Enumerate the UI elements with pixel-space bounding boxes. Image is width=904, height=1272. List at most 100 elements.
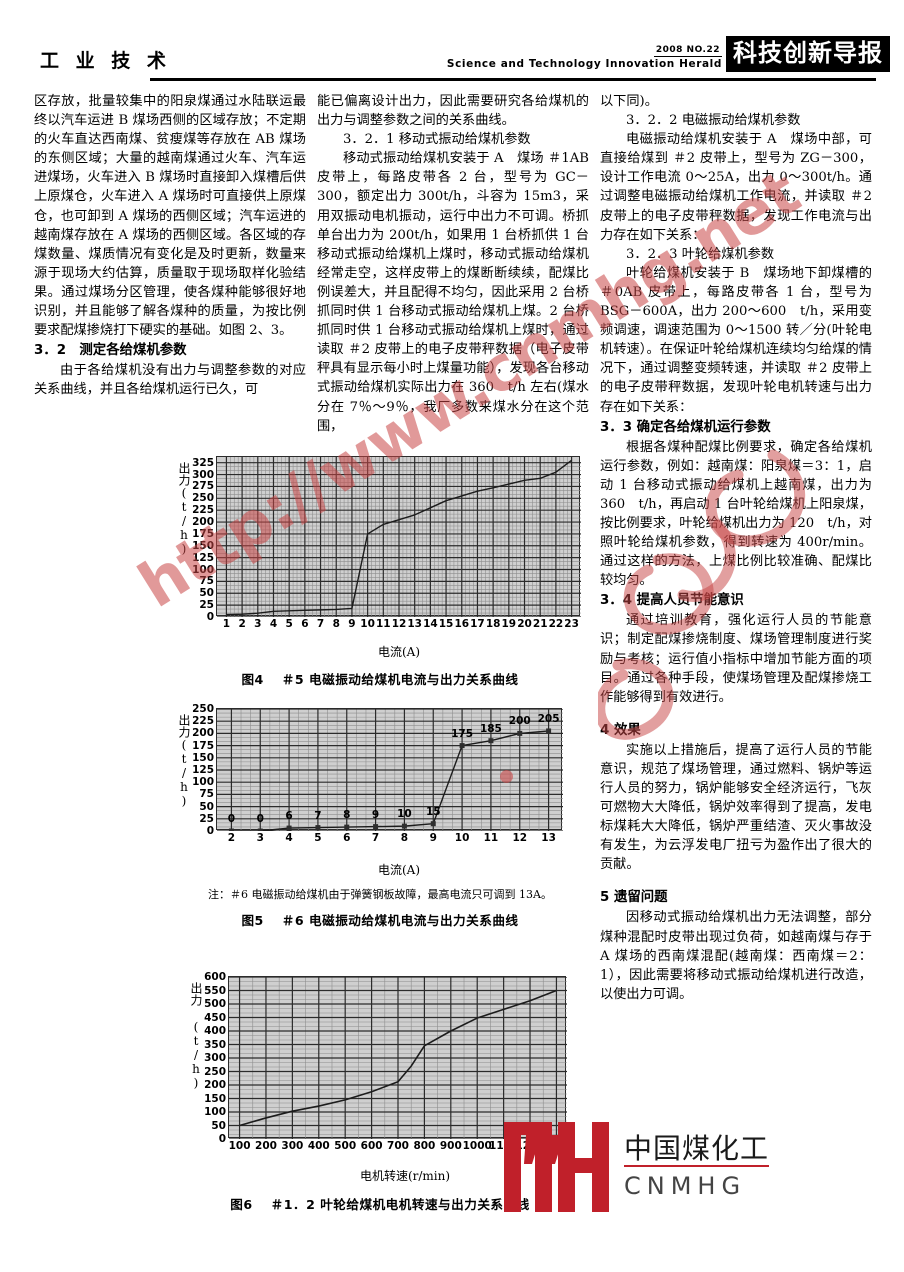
fig5-box-data-point [488,738,494,744]
fig4-box-xtick: 5 [285,618,293,630]
figure-6-xlabel: 电机转速(r/min) [359,1169,451,1183]
figure-5-caption: 图5 ＃6 电磁振动给煤机电流与出力关系曲线 [241,913,519,928]
fig5-box-xtick: 11 [483,832,499,844]
fig4-box-xtick: 16 [454,618,470,630]
journal-title-cn: 科技创新导报 [726,36,890,72]
fig4-box-xtick: 2 [238,618,246,630]
fig4-box-xtick: 9 [348,618,356,630]
fig6-box-ytick: 0 [218,1133,226,1145]
fig5-box-data-point [517,730,523,736]
fig5-box-data-point [430,821,436,827]
logo-text-en: CNMHG [624,1172,747,1201]
fig5-box-data-point [286,825,292,831]
fig5-box-point-label: 8 [343,809,351,822]
issue-number: 2008 NO.22 [653,45,722,57]
fig6-box-ylabel: 出力 (t/h) [189,982,203,1090]
subsection-heading: 3．2．1 移动式振动给煤机参数 [343,132,531,148]
fig4-box-xtick: 3 [254,618,262,630]
fig5-box-data-point [344,824,350,830]
fig6-box-series-line [239,989,557,1127]
fig5-box-xtick: 12 [512,832,528,844]
fig4-box-xtick: 19 [501,618,517,630]
fig6-box-plot-area: 0 50 100 150 200 250 300 350 400 450 500 550 600 100 2… [204,971,571,1152]
fig5-box-point-label: 6 [285,810,293,823]
logo-text-cn: 中国煤化工 [624,1133,770,1168]
fig6-box-ytick: 450 [204,1011,226,1024]
fig5-box-ytick: 125 [192,764,214,776]
fig5-box-ylabel: 出力(t/h) [177,714,191,808]
fig4-box-xtick: 6 [301,618,309,630]
fig6-box-ytick: 500 [204,998,226,1010]
fig5-box-series-line [231,730,549,831]
fig4-box-ytick: 175 [192,527,214,540]
fig4-box-ytick: 225 [192,504,214,517]
fig6-box-xtick: 900 [439,1140,462,1152]
fig4-box-ytick: 50 [199,587,214,600]
fig4-box-ytick: 325 [192,456,214,469]
fig4-box-xtick: 21 [532,618,548,630]
page-header: 工 业 技 术 2008 NO.22 Science and Technolog… [0,0,904,90]
fig5-box-data-point [401,823,407,829]
fig5-box-data-point [315,825,321,831]
figure-5: 出力(t/h) 0 25 50 75 100 125 150 175 200 225 250 2 3 4 5 6… [168,700,592,929]
fig5-box-point-label: 175 [451,727,474,740]
body-paragraph: 以下同)。 [600,94,658,109]
fig5-box-ytick: 250 [192,703,214,715]
fig6-box-grid [229,977,567,1139]
fig5-box-ytick: 25 [199,812,214,825]
fig5-box-point-label: 0 [227,813,236,825]
body-paragraph: 电磁振动给煤机安装于 A 煤场中部，可直接给煤到 ＃2 皮带上，型号为 ZG－3… [600,132,872,243]
figure-4: 出力(t/h) 0 25 50 75 100 125 150 175 200 225 250 275 30… [168,452,592,688]
fig5-box-ytick: 75 [199,788,214,801]
fig6-box-xtick: 200 [255,1140,277,1152]
fig5-box-xtick: 10 [454,832,470,844]
fig4-box-xtick: 11 [375,618,391,630]
paragraph-gap [600,707,872,720]
body-paragraph: 由于各给煤机没有出力与调整参数的对应关系曲线，并且各给煤机运行已久，可 [34,363,306,398]
header-rule [150,78,876,81]
fig6-box-xtick: 400 [307,1140,330,1152]
fig4-box-xtick: 13 [407,618,422,630]
body-paragraph: 因移动式振动给煤机出力无法调整，部分煤种混配时皮带出现过负荷，如越南煤与存于 A… [600,910,872,1002]
fig6-box-ytick: 250 [204,1065,226,1078]
fig5-box-ytick: 200 [192,727,214,740]
fig5-box-xtick: 5 [314,832,322,844]
fig6-box-xtick: 600 [360,1140,383,1152]
fig5-box-xtick: 3 [256,832,264,844]
fig4-box-ytick: 125 [192,551,214,564]
fig5-box-data-point [373,824,379,830]
fig6-box-ytick: 600 [204,971,226,983]
fig5-box-ytick: 100 [192,776,214,789]
fig6-box-xtick: 100 [228,1140,251,1152]
fig5-box-data-point [257,828,263,831]
fig4-box-xtick: 22 [548,618,564,630]
fig5-box-ytick: 175 [192,739,214,752]
fig5-box-xtick: 6 [343,832,351,844]
fig6-box-xtick: 300 [281,1140,304,1152]
fig4-box-xtick: 12 [391,618,407,630]
fig6-box-xtick: 700 [387,1140,409,1152]
fig5-box-point-label: 0 [256,813,264,825]
subsection-heading: 3．2．2 电磁振动给煤机参数 [626,113,801,129]
fig4-box-xtick: 10 [360,618,375,630]
journal-masthead: 2008 NO.22 Science and Technology Innova… [447,36,890,72]
fig4-box-ytick: 275 [192,480,214,493]
column-2: 能已偏离设计出力，因此需要研究各给煤机的出力与调整参数之间的关系曲线。 3．2．1… [317,92,589,436]
fig5-box-point-label: 7 [314,809,322,822]
figure-6: 出力 (t/h) 0 50 100 150 200 250 300 350 400 450 500 55… [168,971,592,1213]
fig5-box-point-label: 205 [537,712,560,725]
section-heading: 3．2 测定各给煤机参数 [34,343,187,359]
fig4-box-series-line [226,459,573,616]
body-paragraph: 叶轮给煤机安装于 B 煤场地下卸煤槽的 ＃0AB 皮带上，每路皮带各 1 台，型… [600,265,872,415]
section-label: 工 业 技 术 [40,50,171,72]
body-paragraph: 实施以上措施后，提高了运行人员的节能意识，规范了煤场管理，通过燃料、锅炉等运行人… [600,742,872,873]
fig6-box-xtick: 800 [413,1140,436,1152]
fig4-box-ytick: 25 [199,599,214,612]
section-heading: 5 遗留问题 [600,890,668,906]
fig6-box-ytick: 300 [204,1052,226,1064]
fig5-box-point-label: 9 [371,808,380,821]
fig5-box-xtick: 9 [429,832,437,844]
body-paragraph: 移动式振动给煤机安装于 A 煤场 ＃1AB 皮带上，每路皮带各 2 台，型号为 … [317,151,589,434]
section-heading: 4 效果 [600,722,641,738]
